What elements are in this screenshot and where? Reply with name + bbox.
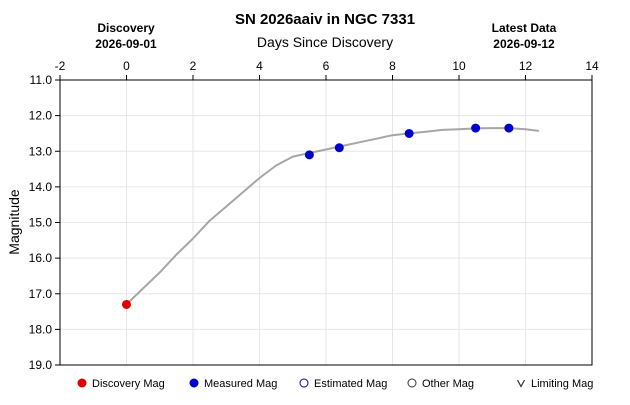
- measured-mag-legend-marker: [189, 378, 199, 388]
- measured-mag-point: [334, 143, 344, 153]
- y-tick-label: 15.0: [29, 216, 53, 230]
- measured-mag-point: [404, 128, 414, 138]
- curve-layer: [125, 127, 539, 306]
- y-tick-label: 14.0: [29, 180, 53, 194]
- discovery-mag-legend-marker: [77, 378, 87, 388]
- x-tick-label: 4: [256, 59, 263, 73]
- x-axis-title: Days Since Discovery: [257, 34, 393, 50]
- measured-mag-legend-label: Measured Mag: [204, 378, 277, 390]
- x-tick-label: 8: [389, 59, 396, 73]
- x-tick-label: 14: [585, 59, 599, 73]
- y-tick-label: 19.0: [29, 358, 53, 372]
- latest-data-date: 2026-09-12: [493, 37, 555, 51]
- chart-title: SN 2026aaiv in NGC 7331: [235, 11, 415, 28]
- latest-data-label: Latest Data: [492, 21, 557, 35]
- limiting-mag-legend-label: Limiting Mag: [531, 378, 593, 390]
- discovery-mag-legend-label: Discovery Mag: [92, 378, 165, 390]
- x-tick-label: 10: [452, 59, 466, 73]
- measured-mag-point: [471, 123, 481, 133]
- y-tick-label: 11.0: [30, 73, 53, 87]
- y-tick-label: 16.0: [29, 251, 53, 265]
- x-tick-label: -2: [55, 59, 66, 73]
- grid: [60, 80, 592, 365]
- measured-mag-point: [304, 150, 314, 160]
- y-axis-title: Magnitude: [6, 189, 22, 255]
- discovery-date: 2026-09-01: [95, 37, 157, 51]
- measured-mag-point: [504, 123, 514, 133]
- data-points: [122, 123, 514, 309]
- x-tick-label: 12: [519, 59, 533, 73]
- x-tick-label: 0: [123, 59, 130, 73]
- other-mag-legend-label: Other Mag: [422, 378, 474, 390]
- y-tick-label: 12.0: [29, 109, 53, 123]
- limiting-mag-legend-marker: [516, 379, 526, 388]
- y-tick-label: 18.0: [29, 322, 53, 336]
- y-axis-ticks: 11.0 12.0 13.0 14.0 15.0 16.0 17.0 18.0 19.0: [29, 73, 60, 372]
- x-axis-ticks: -2 0 2 4 6 8 10 12 14: [55, 59, 599, 80]
- estimated-mag-legend-label: Estimated Mag: [314, 378, 387, 390]
- x-tick-label: 6: [323, 59, 330, 73]
- y-tick-label: 13.0: [29, 144, 53, 158]
- legend: Discovery Mag Measured Mag Estimated Mag Ot…: [77, 378, 593, 390]
- x-tick-label: 2: [190, 59, 197, 73]
- light-curve-line: [125, 127, 539, 306]
- estimated-mag-legend-marker: [299, 378, 309, 388]
- other-mag-legend-marker: [407, 378, 417, 388]
- discovery-label: Discovery: [97, 21, 155, 35]
- discovery-mag-point: [122, 299, 131, 309]
- y-tick-label: 17.0: [29, 287, 53, 301]
